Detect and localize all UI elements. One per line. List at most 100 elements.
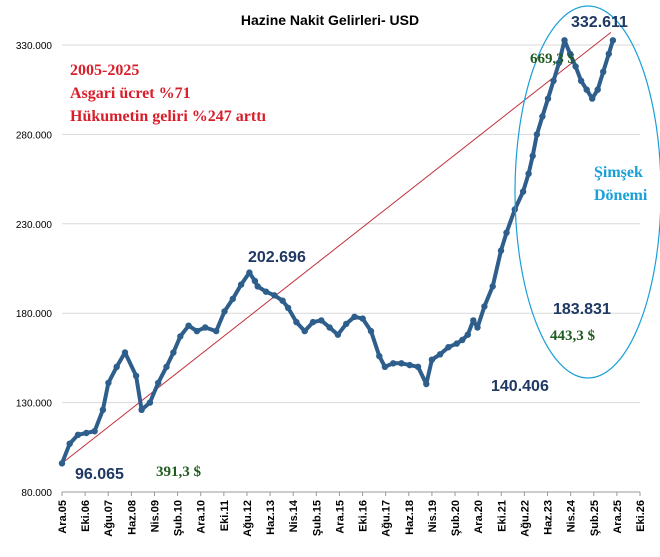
x-tick-label: Haz.08: [126, 500, 138, 535]
x-tick-label: Nis.24: [566, 499, 578, 532]
era-label-line2: Dönemi: [594, 187, 648, 204]
data-point: [525, 170, 532, 177]
x-tick-label: Haz.18: [404, 500, 416, 535]
data-point: [609, 37, 617, 44]
x-tick-label: Eki.16: [358, 500, 370, 532]
data-point: [605, 50, 612, 58]
data-point: [202, 324, 209, 331]
data-point: [359, 315, 366, 322]
x-tick-label: Nis.09: [149, 500, 161, 532]
label-mid-peak: 202.696: [248, 249, 306, 266]
x-tick-label: Ara.20: [473, 500, 485, 534]
data-point: [519, 188, 527, 195]
label-peak: 332.611: [571, 14, 628, 31]
label-low: 140.406: [491, 378, 549, 395]
x-tick-label: Ara.10: [196, 500, 208, 534]
data-point: [351, 313, 358, 320]
data-point: [284, 304, 292, 311]
data-point: [279, 297, 286, 304]
x-tick-label: Şub.15: [311, 500, 323, 536]
y-tick-label: 180.000: [16, 309, 53, 320]
data-point: [155, 379, 162, 387]
era-label-line1: Şimşek: [594, 164, 643, 181]
data-point: [251, 277, 259, 285]
data-point: [428, 356, 436, 363]
data-point: [326, 324, 333, 331]
y-tick-label: 280.000: [16, 130, 53, 141]
data-point: [414, 363, 422, 370]
data-point: [423, 380, 430, 388]
data-point: [121, 349, 129, 356]
data-point: [481, 303, 488, 310]
x-tick-label: Haz.23: [543, 500, 555, 535]
data-point: [185, 322, 192, 329]
data-point: [58, 460, 66, 467]
data-point: [132, 372, 140, 379]
data-point: [66, 440, 73, 447]
data-point: [271, 292, 278, 299]
x-tick-label: Şub.10: [173, 500, 185, 536]
data-point: [83, 429, 90, 437]
data-point: [113, 363, 120, 370]
data-point: [343, 320, 350, 328]
data-point: [229, 295, 236, 303]
data-point: [459, 336, 466, 344]
data-point: [237, 281, 245, 288]
data-point: [406, 361, 413, 369]
data-point: [334, 331, 342, 338]
data-point: [381, 363, 389, 370]
data-point: [99, 406, 107, 413]
x-tick-label: Ara.25: [612, 500, 624, 534]
x-axis-ticks: Ara.05 Eki.06 Ağu.07 Haz.08 Nis.09 Şub.10 Ara.…: [57, 492, 647, 537]
data-point: [105, 379, 112, 387]
simsek-era-ellipse: [514, 5, 660, 379]
data-point: [301, 327, 308, 335]
data-point: [529, 152, 536, 160]
data-point: [470, 317, 477, 324]
data-point: [91, 428, 98, 435]
chart-title: Hazine Nakit Gelirleri- USD: [241, 12, 419, 28]
data-point: [221, 308, 228, 315]
data-point: [503, 229, 510, 236]
data-point: [138, 406, 145, 413]
data-point: [170, 349, 177, 356]
y-tick-label: 330.000: [16, 41, 53, 52]
x-tick-label: Ağu.17: [381, 500, 393, 537]
x-tick-label: Eki.06: [80, 500, 92, 532]
data-point: [539, 113, 546, 120]
data-point: [254, 283, 261, 290]
data-point: [163, 363, 170, 370]
label-turn: 183.831: [553, 301, 611, 318]
note-revenue: Hükumetin geliri %247 arttı: [70, 108, 267, 125]
data-point: [474, 324, 481, 331]
data-point: [146, 399, 154, 406]
data-point: [318, 317, 325, 324]
y-tick-label: 230.000: [16, 220, 53, 231]
data-point: [550, 77, 557, 85]
y-axis-ticks: 80.000 130.000 180.000 230.000 280.000 330.00…: [16, 41, 53, 499]
x-tick-label: Ağu.07: [103, 500, 115, 537]
data-point: [436, 351, 444, 358]
data-point: [177, 333, 184, 340]
x-tick-label: Eki.26: [635, 500, 647, 532]
note-wage: Asgari ücret %71: [70, 85, 191, 102]
x-tick-label: Haz.13: [265, 500, 277, 535]
y-tick-label: 80.000: [21, 488, 52, 499]
data-point: [594, 86, 601, 93]
data-point: [309, 318, 317, 326]
data-point: [600, 68, 607, 76]
data-point: [376, 352, 383, 360]
data-point: [533, 131, 541, 138]
x-tick-label: Nis.19: [427, 500, 439, 532]
x-tick-label: Nis.14: [288, 499, 300, 532]
data-point: [489, 283, 496, 290]
x-tick-label: Ağu.12: [242, 500, 254, 537]
label-start-wage: 391,3 $: [156, 464, 202, 480]
x-tick-label: Eki.21: [496, 500, 508, 532]
x-tick-label: Ara.15: [334, 500, 346, 534]
note-period: 2005-2025: [70, 62, 139, 79]
data-point: [445, 344, 452, 351]
data-point: [193, 327, 201, 335]
data-point: [589, 95, 596, 102]
data-point: [390, 360, 397, 367]
